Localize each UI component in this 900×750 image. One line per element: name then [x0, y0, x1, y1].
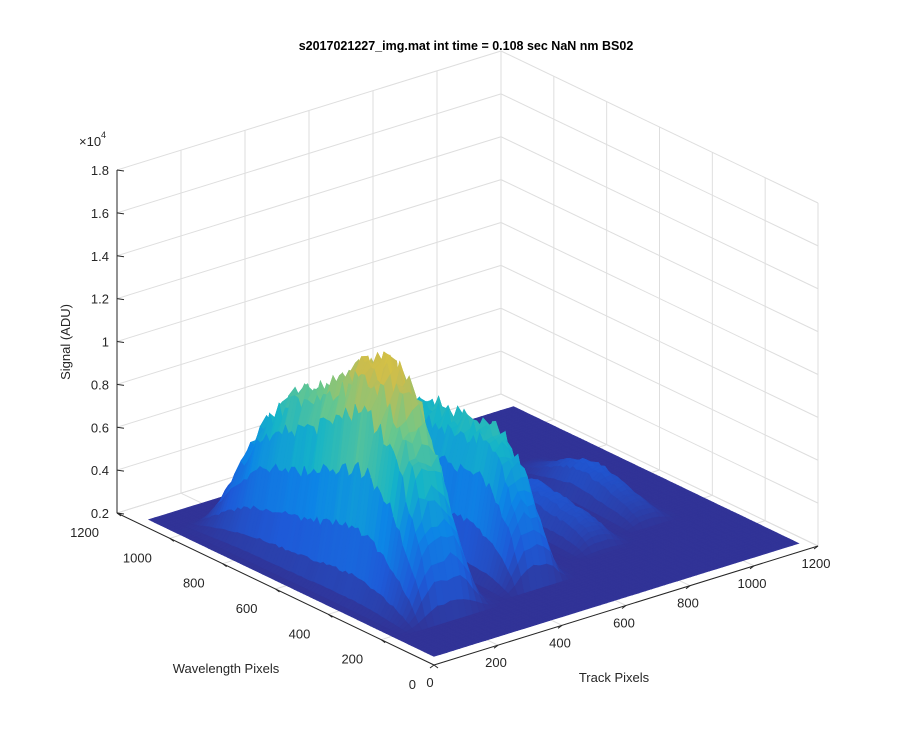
right-wall-grid-line	[500, 136, 819, 290]
back-wall-grid-line	[116, 264, 502, 385]
right-wall-grid-line	[500, 179, 819, 333]
right-wall-grid-line	[500, 50, 819, 204]
right-wall-grid-line	[500, 264, 819, 418]
surface-plot	[147, 351, 800, 657]
back-wall-grid-line	[116, 222, 502, 342]
back-wall-grid-line	[116, 179, 502, 300]
right-wall-grid-line	[500, 350, 819, 504]
right-wall-grid-line	[500, 307, 819, 461]
back-wall-grid-line	[116, 136, 502, 257]
right-wall-grid-line	[500, 393, 819, 547]
back-wall-grid-line	[116, 93, 502, 214]
right-wall-grid-line	[500, 222, 819, 375]
back-wall-grid-line	[116, 307, 502, 428]
right-wall-grid-line	[500, 93, 819, 247]
back-wall-grid-line	[116, 50, 502, 171]
